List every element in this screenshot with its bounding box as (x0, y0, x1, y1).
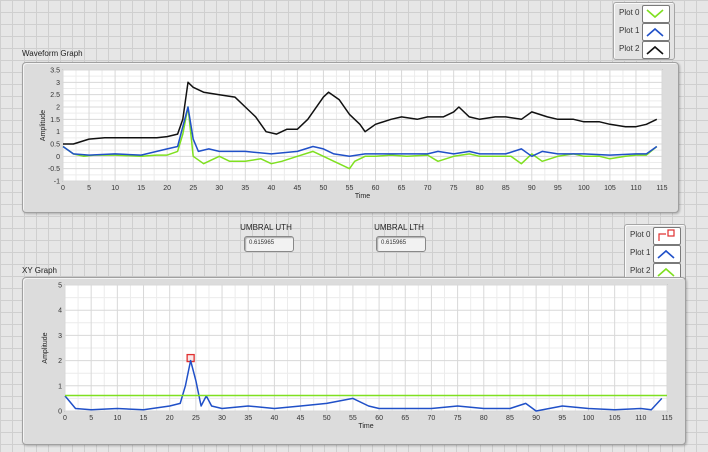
umbral-uth-indicator: 0.615965 (244, 236, 294, 252)
legend-item-plot-0[interactable]: Plot 0 (614, 5, 674, 23)
line-swatch-icon (642, 5, 670, 23)
legend-label: Plot 1 (619, 26, 640, 35)
line-swatch-icon (642, 23, 670, 41)
umbral-lth-indicator: 0.615965 (376, 236, 426, 252)
legend-label: Plot 0 (619, 8, 640, 17)
xy-legend[interactable]: Plot 0 Plot 1 Plot 2 (624, 224, 686, 282)
waveform-graph-panel (22, 62, 679, 213)
umbral-uth-value: 0.615965 (249, 240, 275, 246)
legend-label: Plot 1 (630, 248, 651, 257)
xy-graph-panel (22, 277, 686, 445)
waveform-legend[interactable]: Plot 0 Plot 1 Plot 2 (613, 2, 675, 60)
legend-item-plot-2[interactable]: Plot 2 (614, 41, 674, 59)
line-swatch-icon (642, 41, 670, 59)
legend-item-plot-0[interactable]: Plot 0 (625, 227, 685, 245)
umbral-uth-label: UMBRAL UTH (240, 223, 292, 232)
xy-graph-title: XY Graph (22, 266, 57, 275)
square-marker-swatch-icon (653, 227, 681, 245)
umbral-lth-value: 0.615965 (381, 240, 407, 246)
legend-label: Plot 2 (630, 266, 651, 275)
line-swatch-icon (653, 245, 681, 263)
legend-item-plot-1[interactable]: Plot 1 (614, 23, 674, 41)
umbral-lth-label: UMBRAL LTH (374, 223, 424, 232)
legend-item-plot-1[interactable]: Plot 1 (625, 245, 685, 263)
waveform-graph-title: Waveform Graph (22, 49, 83, 58)
legend-label: Plot 2 (619, 44, 640, 53)
legend-label: Plot 0 (630, 230, 651, 239)
